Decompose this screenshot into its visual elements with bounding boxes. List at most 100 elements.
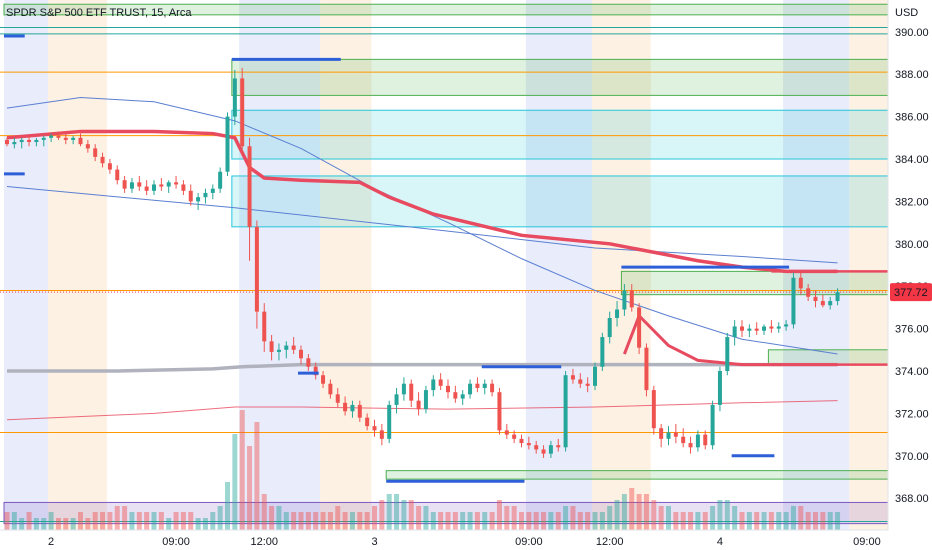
volume-bar: [658, 506, 664, 530]
candle-body: [5, 139, 9, 145]
candle-body: [475, 383, 480, 388]
candle-body: [446, 385, 450, 393]
candle-body: [791, 277, 796, 325]
volume-bar: [129, 512, 135, 530]
last-price-label: 377.72: [894, 287, 928, 299]
candle-body: [210, 188, 215, 193]
candle-body: [49, 135, 54, 138]
session-band: [48, 0, 107, 530]
volume-bar: [305, 512, 311, 530]
volume-bar: [621, 494, 627, 530]
price-tick-label: 376.00: [895, 324, 929, 336]
price-axis[interactable]: 368.00370.00372.00374.00376.00378.00380.…: [887, 0, 932, 550]
volume-bar: [489, 512, 495, 530]
volume-bar: [739, 512, 745, 530]
volume-bar: [548, 512, 554, 530]
volume-bar: [379, 500, 385, 530]
candle-body: [203, 192, 208, 198]
volume-bar: [291, 512, 297, 530]
candle-body: [423, 390, 428, 410]
candle-body: [350, 404, 355, 412]
volume-bar: [41, 518, 47, 530]
volume-bar: [526, 512, 532, 530]
candle-body: [137, 182, 142, 187]
price-tick-label: 390.00: [895, 27, 929, 39]
volume-bar: [225, 482, 230, 530]
volume-bar: [48, 512, 54, 530]
candle-body: [725, 337, 730, 371]
volume-bar: [217, 506, 223, 530]
last-price-badge: [890, 283, 932, 302]
volume-bar: [680, 512, 686, 530]
volume-bar: [313, 512, 319, 530]
session-band: [239, 0, 321, 530]
volume-bar: [570, 506, 576, 530]
candle-body: [644, 347, 649, 391]
blue-trend-line: [6, 186, 838, 264]
candle-body: [548, 445, 553, 454]
candle-body: [85, 144, 90, 149]
candle-body: [593, 366, 597, 386]
candle-body: [585, 383, 590, 386]
price-tick-label: 368.00: [895, 493, 929, 505]
volume-bar: [805, 512, 811, 530]
candle-body: [225, 116, 230, 172]
candle-body: [563, 375, 568, 448]
price-tick-label: 370.00: [895, 451, 929, 463]
volume-bar: [835, 512, 841, 530]
candle-body: [482, 383, 487, 388]
candle-body: [673, 432, 678, 437]
candle-body: [100, 156, 105, 164]
fvg-zone: [231, 58, 889, 96]
candle-body: [196, 197, 201, 202]
candle-body: [188, 190, 193, 202]
volume-bar: [63, 518, 69, 530]
candle-body: [710, 404, 715, 446]
volume-bar: [695, 512, 701, 530]
volume-bar: [643, 494, 649, 530]
volume-bar: [298, 512, 304, 530]
candle-body: [306, 358, 311, 367]
candle-body: [504, 430, 509, 435]
candle-body: [365, 417, 370, 427]
volume-bar: [438, 512, 444, 530]
candle-body: [181, 184, 186, 191]
fvg-zone: [231, 109, 889, 160]
candle-body: [343, 402, 348, 412]
volume-bar: [122, 506, 128, 530]
volume-bar: [496, 500, 502, 530]
fvg-zone: [767, 349, 889, 366]
level-markers: [4, 34, 889, 483]
candle-body: [740, 326, 744, 331]
candle-body: [357, 404, 362, 418]
volume-bar: [195, 518, 201, 530]
candle-body: [166, 182, 171, 187]
candle-body: [240, 78, 245, 147]
fvg-zones: [3, 3, 889, 525]
volume-bar: [136, 512, 142, 530]
volume-bar: [423, 506, 429, 530]
volume-bars: [4, 410, 841, 530]
candle-body: [335, 394, 340, 403]
volume-bar: [342, 512, 348, 530]
currency-label: USD: [895, 7, 918, 19]
candle-body: [409, 383, 414, 401]
volume-bar: [482, 512, 488, 530]
volume-bar: [283, 512, 289, 530]
candle-body: [431, 379, 436, 391]
candle-body: [813, 296, 818, 302]
volume-bar: [11, 512, 17, 530]
volume-bar: [239, 410, 245, 530]
volume-bar: [188, 512, 194, 530]
candle-body: [56, 135, 61, 138]
candle-body: [401, 383, 406, 395]
price-tick-label: 388.00: [895, 69, 929, 81]
fvg-zone: [231, 175, 889, 228]
candle-body: [703, 434, 708, 446]
candle-body: [776, 326, 781, 329]
volume-bar: [254, 422, 260, 530]
candle-body: [299, 349, 303, 359]
